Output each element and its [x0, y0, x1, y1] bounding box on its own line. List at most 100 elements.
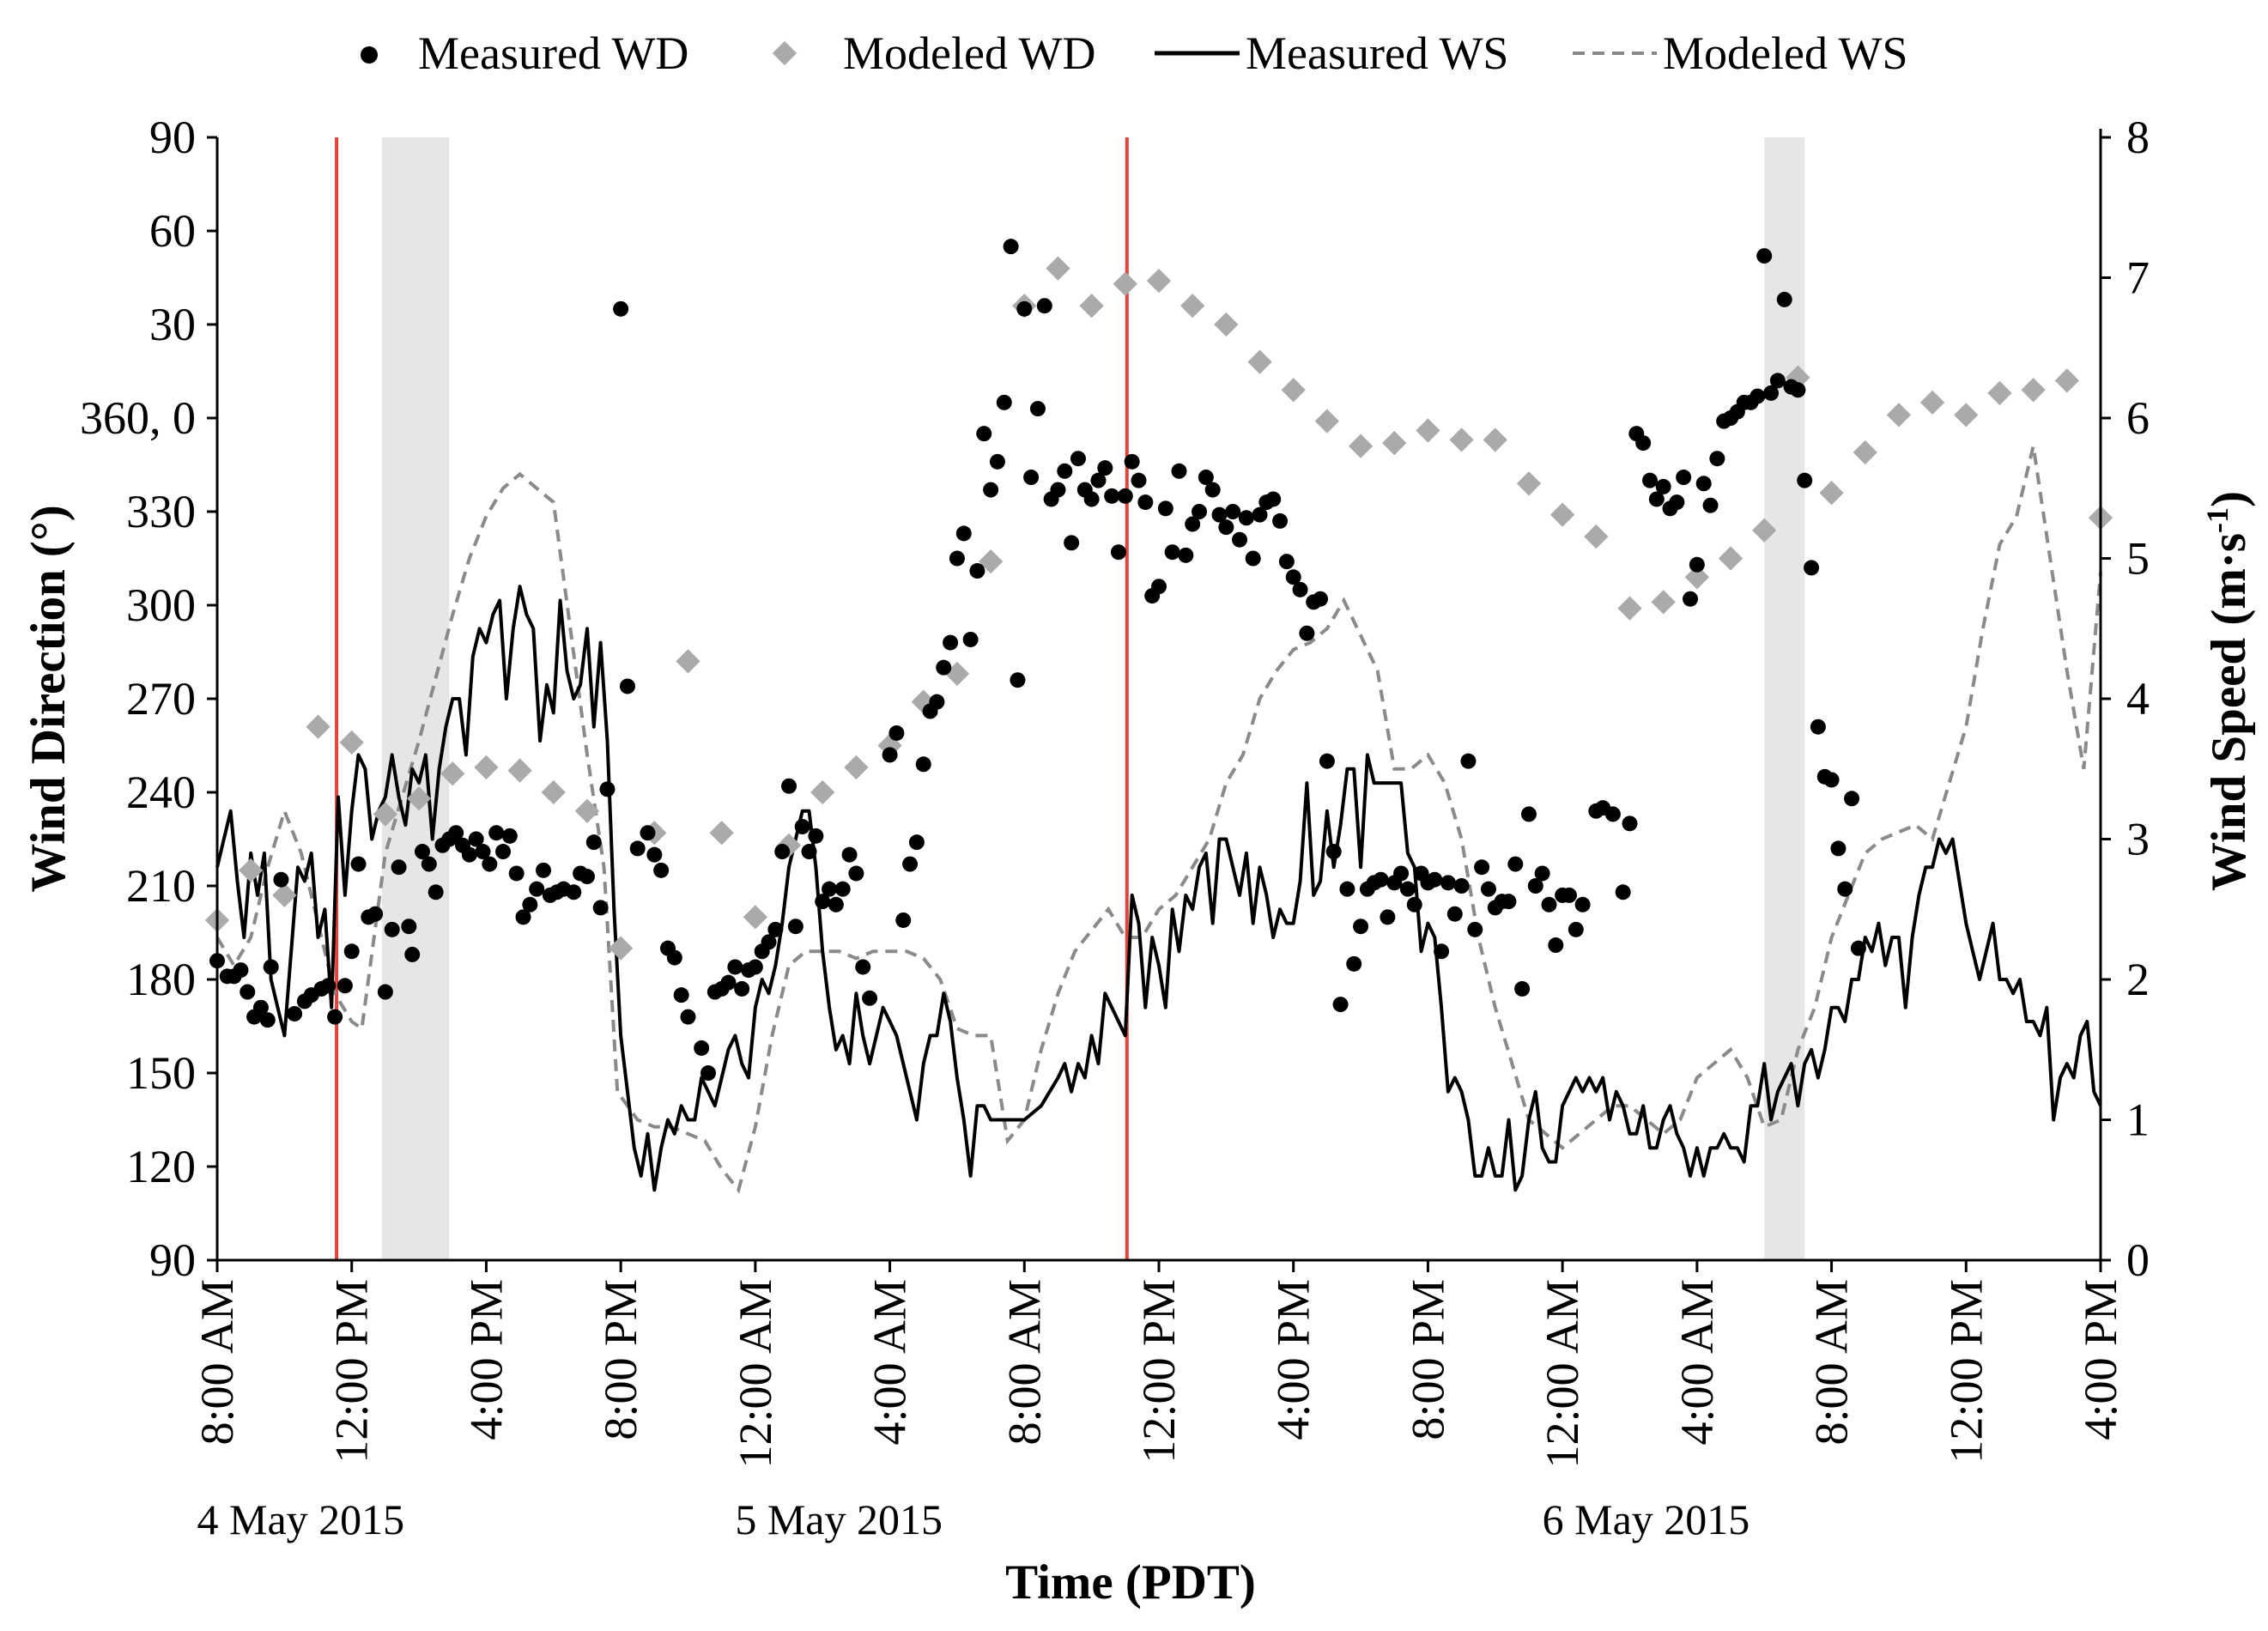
measured-wd-point [1339, 881, 1355, 897]
modeled-wd-point [978, 549, 1004, 574]
measured-wd-point [1797, 472, 1813, 488]
measured-wd-point [1010, 672, 1026, 688]
measured-wd-point [841, 846, 858, 863]
modeled-wd-point [1584, 524, 1609, 549]
measured-wd-point [1446, 906, 1463, 922]
measured-wd-point [1844, 791, 1860, 807]
measured-wd-point [1541, 896, 1557, 913]
measured-wd-point [1211, 506, 1228, 523]
legend-mwd-marker [361, 46, 378, 64]
measured-wd-point [828, 896, 844, 913]
measured-wd-point [1561, 887, 1577, 903]
measured-wd-point [529, 881, 545, 897]
right-tick-label: 0 [2126, 1234, 2150, 1286]
shaded-band-1 [1764, 137, 1805, 1260]
x-ticks: 8:00 AM 12:00 PM 4:00 PM 8:00 PM 12:00 AM 4:0… [191, 1260, 2126, 1469]
measured-wd-point [629, 840, 646, 857]
measured-wd-point [1790, 382, 1806, 398]
measured-wd-point [1776, 291, 1792, 307]
measured-wd-point [781, 778, 797, 794]
modeled-wd-point [1247, 349, 1272, 374]
measured-wd-point [1198, 470, 1214, 486]
measured-wd-point [377, 984, 393, 1000]
measured-wd-point [888, 725, 905, 741]
right-tick-label: 4 [2126, 673, 2150, 725]
modeled-wd-point [1079, 294, 1104, 318]
modeled-wd-point [1449, 427, 1474, 452]
measured-wd-point [1292, 581, 1308, 597]
measured-wd-point [1218, 519, 1234, 536]
measured-wd-point [1709, 451, 1725, 467]
measured-wd-point [495, 844, 512, 860]
modeled-wd-point [272, 882, 297, 908]
modeled-wd-point [1886, 403, 1912, 427]
measured-wd-point [343, 943, 360, 960]
left-tick-label: 210 [126, 860, 196, 912]
modeled-wd-point [239, 858, 264, 882]
measured-wd-point [1648, 491, 1665, 507]
measured-wd-point [1615, 884, 1631, 900]
measured-wd-point [1225, 504, 1241, 519]
modeled-wd-point [1617, 596, 1642, 621]
modeled-wd-point [1987, 380, 2012, 406]
measured-wd-point [1064, 535, 1080, 551]
measured-wd-point [337, 978, 353, 994]
measured-wd-point [653, 862, 670, 878]
measured-wd-point [501, 828, 518, 844]
measured-wd-point [508, 865, 525, 882]
measured-wd-point [976, 426, 992, 442]
left-tick-label: 360, 0 [80, 392, 196, 444]
modeled-wd-series [204, 256, 2113, 961]
measured-wd-point [989, 453, 1005, 470]
measured-wd-point [1568, 921, 1584, 937]
measured-wd-point [273, 871, 289, 888]
measured-wd-point [1380, 909, 1396, 925]
measured-wd-point [1278, 554, 1295, 570]
modeled-wd-point [474, 755, 499, 780]
x-tick-label: 12:00 PM [1133, 1279, 1185, 1464]
measured-wd-point [1622, 816, 1638, 832]
measured-wd-point [1057, 463, 1073, 479]
measured-wd-point [1837, 881, 1853, 897]
modeled-wd-point [1684, 565, 1709, 590]
modeled-wd-point [1853, 440, 1877, 465]
left-tick-label: 90 [149, 1234, 196, 1286]
measured-wd-point [428, 884, 444, 900]
y-axis-left-title: Wind Direction (°) [21, 505, 76, 892]
measured-wd-point [902, 856, 919, 872]
x-axis-title: Time (PDT) [1005, 1555, 1256, 1610]
measured-wd-point [794, 818, 810, 834]
measured-wd-point [1534, 865, 1550, 882]
shaded-band-0 [381, 137, 450, 1260]
measured-wd-point [1238, 510, 1254, 526]
measured-wd-point [1157, 500, 1173, 517]
measured-wd-point [468, 831, 484, 847]
y-axis-right-title-end: ) [2202, 491, 2256, 507]
measured-wd-point [1325, 844, 1342, 860]
measured-wd-point [1702, 497, 1719, 513]
x-tick-label: 12:00 PM [1940, 1279, 1992, 1464]
measured-wd-point [619, 678, 635, 694]
measured-wd-point [240, 984, 256, 1000]
measured-wd-point [613, 300, 629, 317]
measured-wd-point [1171, 463, 1187, 479]
measured-wd-point [1070, 451, 1086, 467]
measured-wd-point [680, 1009, 696, 1025]
modeled-wd-point [339, 730, 364, 755]
right-ticks: 0 1 2 3 4 5 6 7 8 [2101, 112, 2150, 1286]
measured-wd-point [1353, 919, 1369, 935]
measured-wd-point [862, 990, 878, 1006]
measured-wd-point [421, 856, 437, 872]
measured-wd-point [943, 634, 959, 651]
x-tick-label: 8:00 PM [1402, 1279, 1453, 1440]
measured-wd-point [734, 980, 750, 997]
measured-wd-point [1204, 482, 1221, 498]
measured-wd-point [1016, 300, 1033, 317]
measured-wd-point [1137, 494, 1154, 511]
x-tick-label: 8:00 PM [595, 1279, 646, 1440]
left-tick-label: 60 [149, 205, 196, 257]
measured-wd-point [1642, 472, 1659, 488]
measured-wd-point [1332, 997, 1349, 1013]
measured-wd-point [1750, 388, 1766, 404]
modeled-wd-point [1651, 590, 1676, 615]
